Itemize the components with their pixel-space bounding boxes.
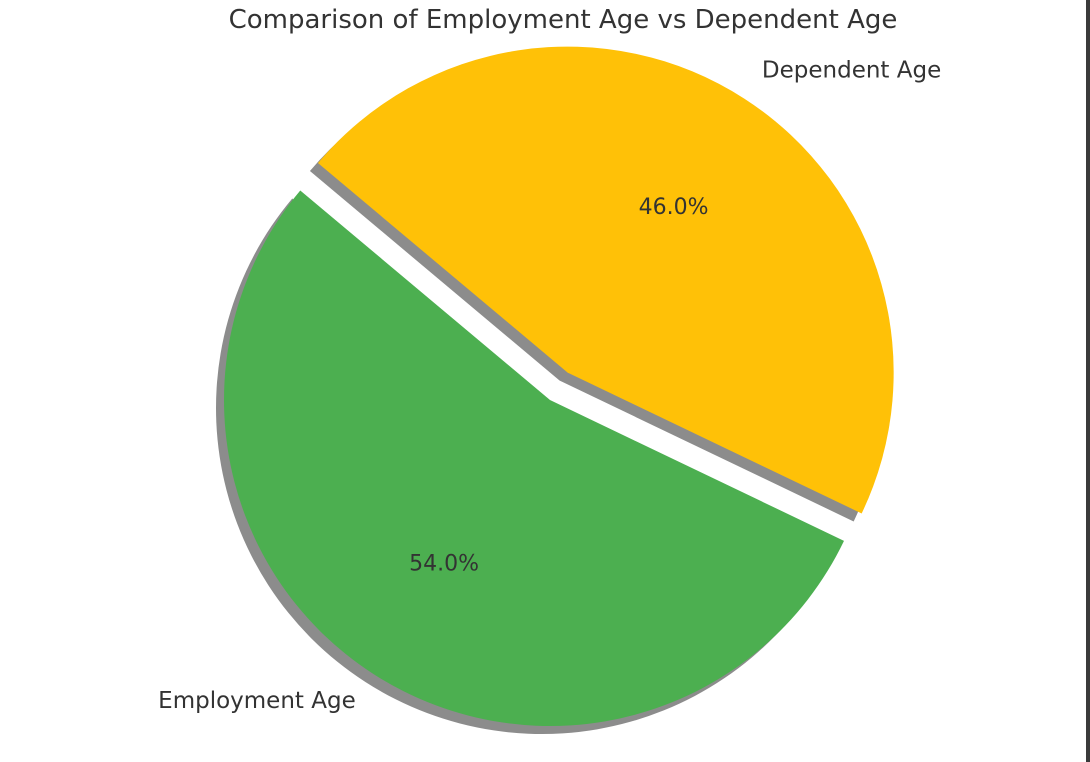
label-dependent-age: Dependent Age	[762, 58, 941, 84]
slice-employment-age	[223, 190, 844, 726]
slice-dependent-age	[317, 46, 894, 514]
slices-layer: Employment Age 54.0% Dependent Age 46.0%	[158, 46, 941, 735]
pct-label-dependent-age: 46.0%	[639, 195, 709, 220]
chart-title: Comparison of Employment Age vs Dependen…	[229, 5, 898, 35]
label-employment-age: Employment Age	[158, 688, 356, 714]
pct-label-employment-age: 54.0%	[409, 551, 479, 576]
